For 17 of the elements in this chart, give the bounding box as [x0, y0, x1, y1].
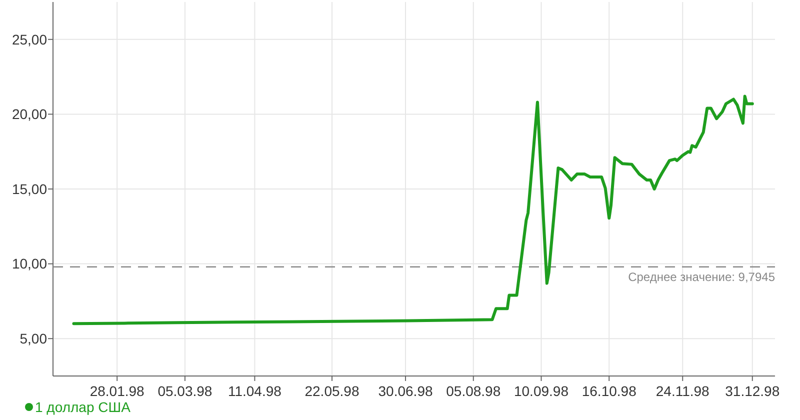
x-tick-label: 05.08.98: [446, 383, 501, 399]
legend-label: 1 доллар США: [35, 399, 132, 415]
x-tick-label: 24.11.98: [656, 383, 710, 399]
x-tick-label: 30.06.98: [378, 383, 433, 399]
y-tick-label: 5,00: [20, 330, 48, 346]
x-tick-label: 31.12.98: [725, 383, 780, 399]
x-tick-label: 22.05.98: [304, 383, 360, 399]
y-tick-label: 25,00: [12, 31, 48, 48]
y-tick-label: 20,00: [12, 106, 48, 122]
x-tick-label: 11.04.98: [228, 383, 282, 399]
ref-line-label: Среднее значение: 9,7945: [628, 270, 776, 284]
x-tick-label: 10.09.98: [514, 383, 569, 399]
y-tick-label: 15,00: [12, 180, 48, 197]
x-tick-label: 28.01.98: [90, 383, 145, 399]
x-tick-label: 16.10.98: [582, 383, 637, 399]
y-tick-label: 10,00: [12, 256, 48, 272]
x-tick-label: 05.03.98: [158, 383, 212, 399]
